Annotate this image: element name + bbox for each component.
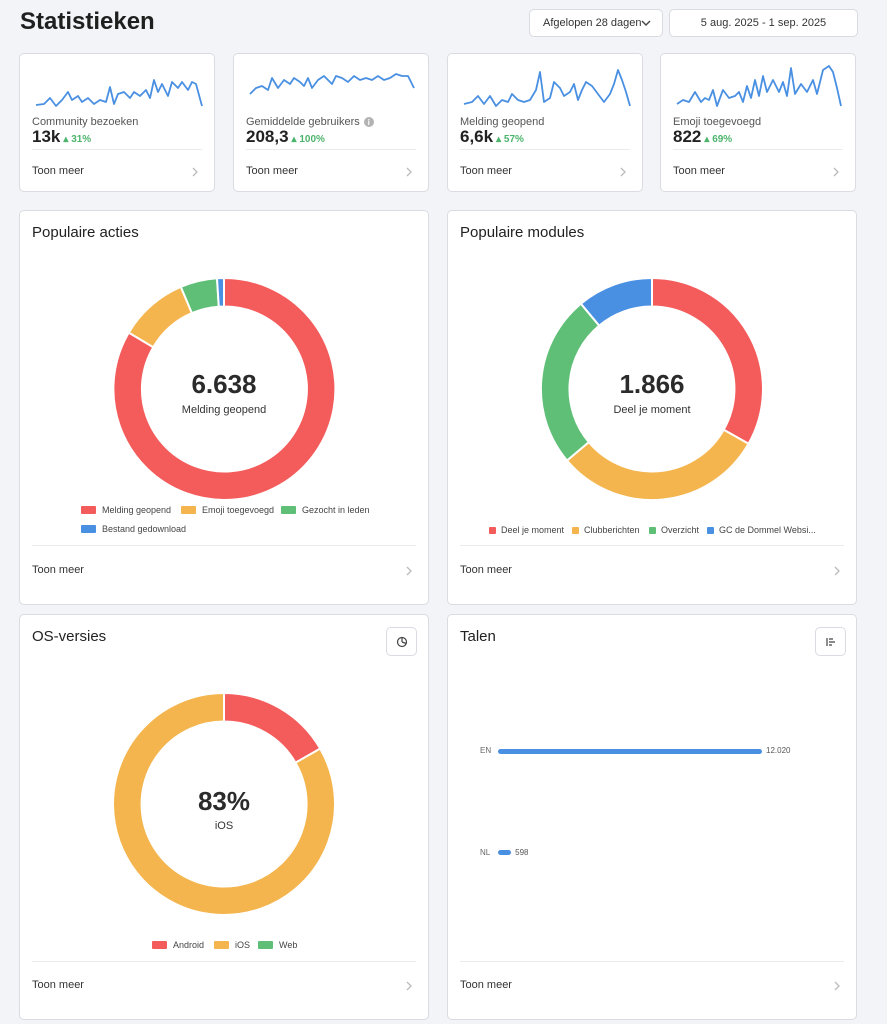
date-picker-button[interactable]: 5 aug. 2025 - 1 sep. 2025 — [669, 9, 858, 37]
kpi-value: 6,6k ▴ 57% — [460, 127, 524, 146]
chart-type-toggle-button[interactable] — [815, 627, 846, 656]
show-more-link[interactable]: Toon meer — [673, 165, 725, 177]
chevron-right-icon[interactable] — [619, 166, 627, 178]
chart-type-toggle-button[interactable] — [386, 627, 417, 656]
chevron-right-icon[interactable] — [405, 166, 413, 178]
donut-chart — [540, 277, 764, 501]
chevron-right-icon[interactable] — [833, 565, 841, 577]
page-title: Statistieken — [20, 8, 155, 35]
legend-item[interactable]: GC de Dommel Websi... — [707, 525, 816, 535]
legend-item[interactable]: Web — [258, 940, 297, 950]
donut-center-value: 83% — [197, 786, 251, 816]
bar-value: 598 — [515, 848, 529, 857]
donut-chart — [112, 277, 336, 501]
donut-center-label: Deel je moment — [613, 404, 691, 416]
card-title: OS-versies — [32, 628, 107, 645]
card-title: Populaire acties — [32, 224, 139, 241]
popular-actions-card: Populaire acties 6.638 Melding geopend M… — [19, 210, 429, 605]
kpi-label: Community bezoeken — [32, 116, 139, 128]
kpi-label: Emoji toegevoegd — [673, 116, 762, 128]
chevron-right-icon[interactable] — [405, 980, 413, 992]
os-versions-card: OS-versies 83% iOS Android iOS Web Toon … — [19, 614, 429, 1020]
slice-deel-je-moment — [651, 277, 764, 446]
bar-nl — [498, 850, 512, 855]
sparkline-chart — [676, 65, 842, 107]
donut-center-label: Melding geopend — [181, 404, 267, 416]
chevron-right-icon[interactable] — [832, 166, 840, 178]
legend-item[interactable]: Android — [152, 940, 204, 950]
bar-label: NL — [480, 848, 491, 857]
card-title: Populaire modules — [460, 224, 585, 241]
kpi-card-melding-geopend: Melding geopend 6,6k ▴ 57% Toon meer — [447, 53, 643, 192]
sparkline-chart — [35, 79, 203, 107]
kpi-delta: ▴ 69% — [704, 134, 733, 145]
donut-center-label: iOS — [214, 820, 234, 832]
legend-item[interactable]: Gezocht in leden — [281, 505, 370, 515]
slice-android — [223, 692, 322, 765]
sparkline-chart — [463, 69, 631, 107]
kpi-card-emoji-toegevoegd: Emoji toegevoegd 822 ▴ 69% Toon meer — [660, 53, 856, 192]
card-title: Talen — [460, 628, 496, 645]
show-more-link[interactable]: Toon meer — [246, 165, 298, 177]
slice-clubberichten — [565, 428, 750, 501]
chevron-down-icon — [641, 20, 651, 26]
kpi-value: 822 ▴ 69% — [673, 127, 733, 146]
donut-center-value: 6.638 — [191, 369, 257, 399]
bar-chart-icon — [825, 637, 835, 646]
popular-modules-card: Populaire modules 1.866 Deel je moment D… — [447, 210, 857, 605]
kpi-value: 208,3 ▴ 100% — [246, 127, 325, 146]
bar-label: EN — [480, 746, 492, 755]
slice-bestand-gedownload — [215, 277, 225, 308]
legend-item[interactable]: Deel je moment — [489, 525, 564, 535]
show-more-link[interactable]: Toon meer — [460, 564, 512, 576]
bar-value: 12.020 — [766, 746, 791, 755]
pie-chart-icon — [396, 636, 407, 647]
slice-gc-de-dommel — [579, 277, 653, 328]
chevron-right-icon[interactable] — [405, 565, 413, 577]
legend-item[interactable]: Clubberichten — [572, 525, 640, 535]
kpi-label: Gemiddelde gebruikers i — [246, 116, 374, 128]
kpi-delta: ▴ 100% — [291, 134, 325, 145]
kpi-card-community-bezoeken: Community bezoeken 13k ▴ 31% Toon meer — [19, 53, 215, 192]
slice-ios — [112, 692, 336, 916]
legend-item[interactable]: iOS — [214, 940, 250, 950]
show-more-link[interactable]: Toon meer — [32, 979, 84, 991]
show-more-link[interactable]: Toon meer — [32, 564, 84, 576]
donut-chart — [112, 692, 336, 916]
show-more-link[interactable]: Toon meer — [32, 165, 84, 177]
bar-en — [498, 749, 762, 754]
kpi-value: 13k ▴ 31% — [32, 127, 92, 146]
chevron-right-icon[interactable] — [191, 166, 199, 178]
slice-melding-geopend — [112, 277, 336, 501]
legend-item[interactable]: Emoji toegevoegd — [181, 505, 274, 515]
slice-emoji-toegevoegd — [127, 285, 194, 349]
legend-item[interactable]: Melding geopend — [81, 505, 171, 515]
languages-card: Talen EN 12.020 NL 598 Toon meer — [447, 614, 857, 1020]
kpi-delta: ▴ 31% — [63, 134, 92, 145]
kpi-delta: ▴ 57% — [496, 134, 524, 145]
sparkline-chart — [249, 73, 415, 95]
info-icon[interactable]: i — [363, 117, 374, 127]
show-more-link[interactable]: Toon meer — [460, 165, 512, 177]
kpi-card-gemiddelde-gebruikers: Gemiddelde gebruikers i 208,3 ▴ 100% Toon … — [233, 53, 429, 192]
donut-center-value: 1.866 — [619, 369, 685, 399]
show-more-link[interactable]: Toon meer — [460, 979, 512, 991]
date-range-select-label: Afgelopen 28 dagen — [543, 17, 642, 29]
legend-item[interactable]: Bestand gedownload — [81, 524, 186, 534]
chevron-right-icon[interactable] — [833, 980, 841, 992]
date-range-select[interactable]: Afgelopen 28 dagen — [529, 9, 663, 37]
kpi-label: Melding geopend — [460, 116, 545, 128]
date-picker-label: 5 aug. 2025 - 1 sep. 2025 — [700, 17, 827, 29]
legend-item[interactable]: Overzicht — [649, 525, 699, 535]
